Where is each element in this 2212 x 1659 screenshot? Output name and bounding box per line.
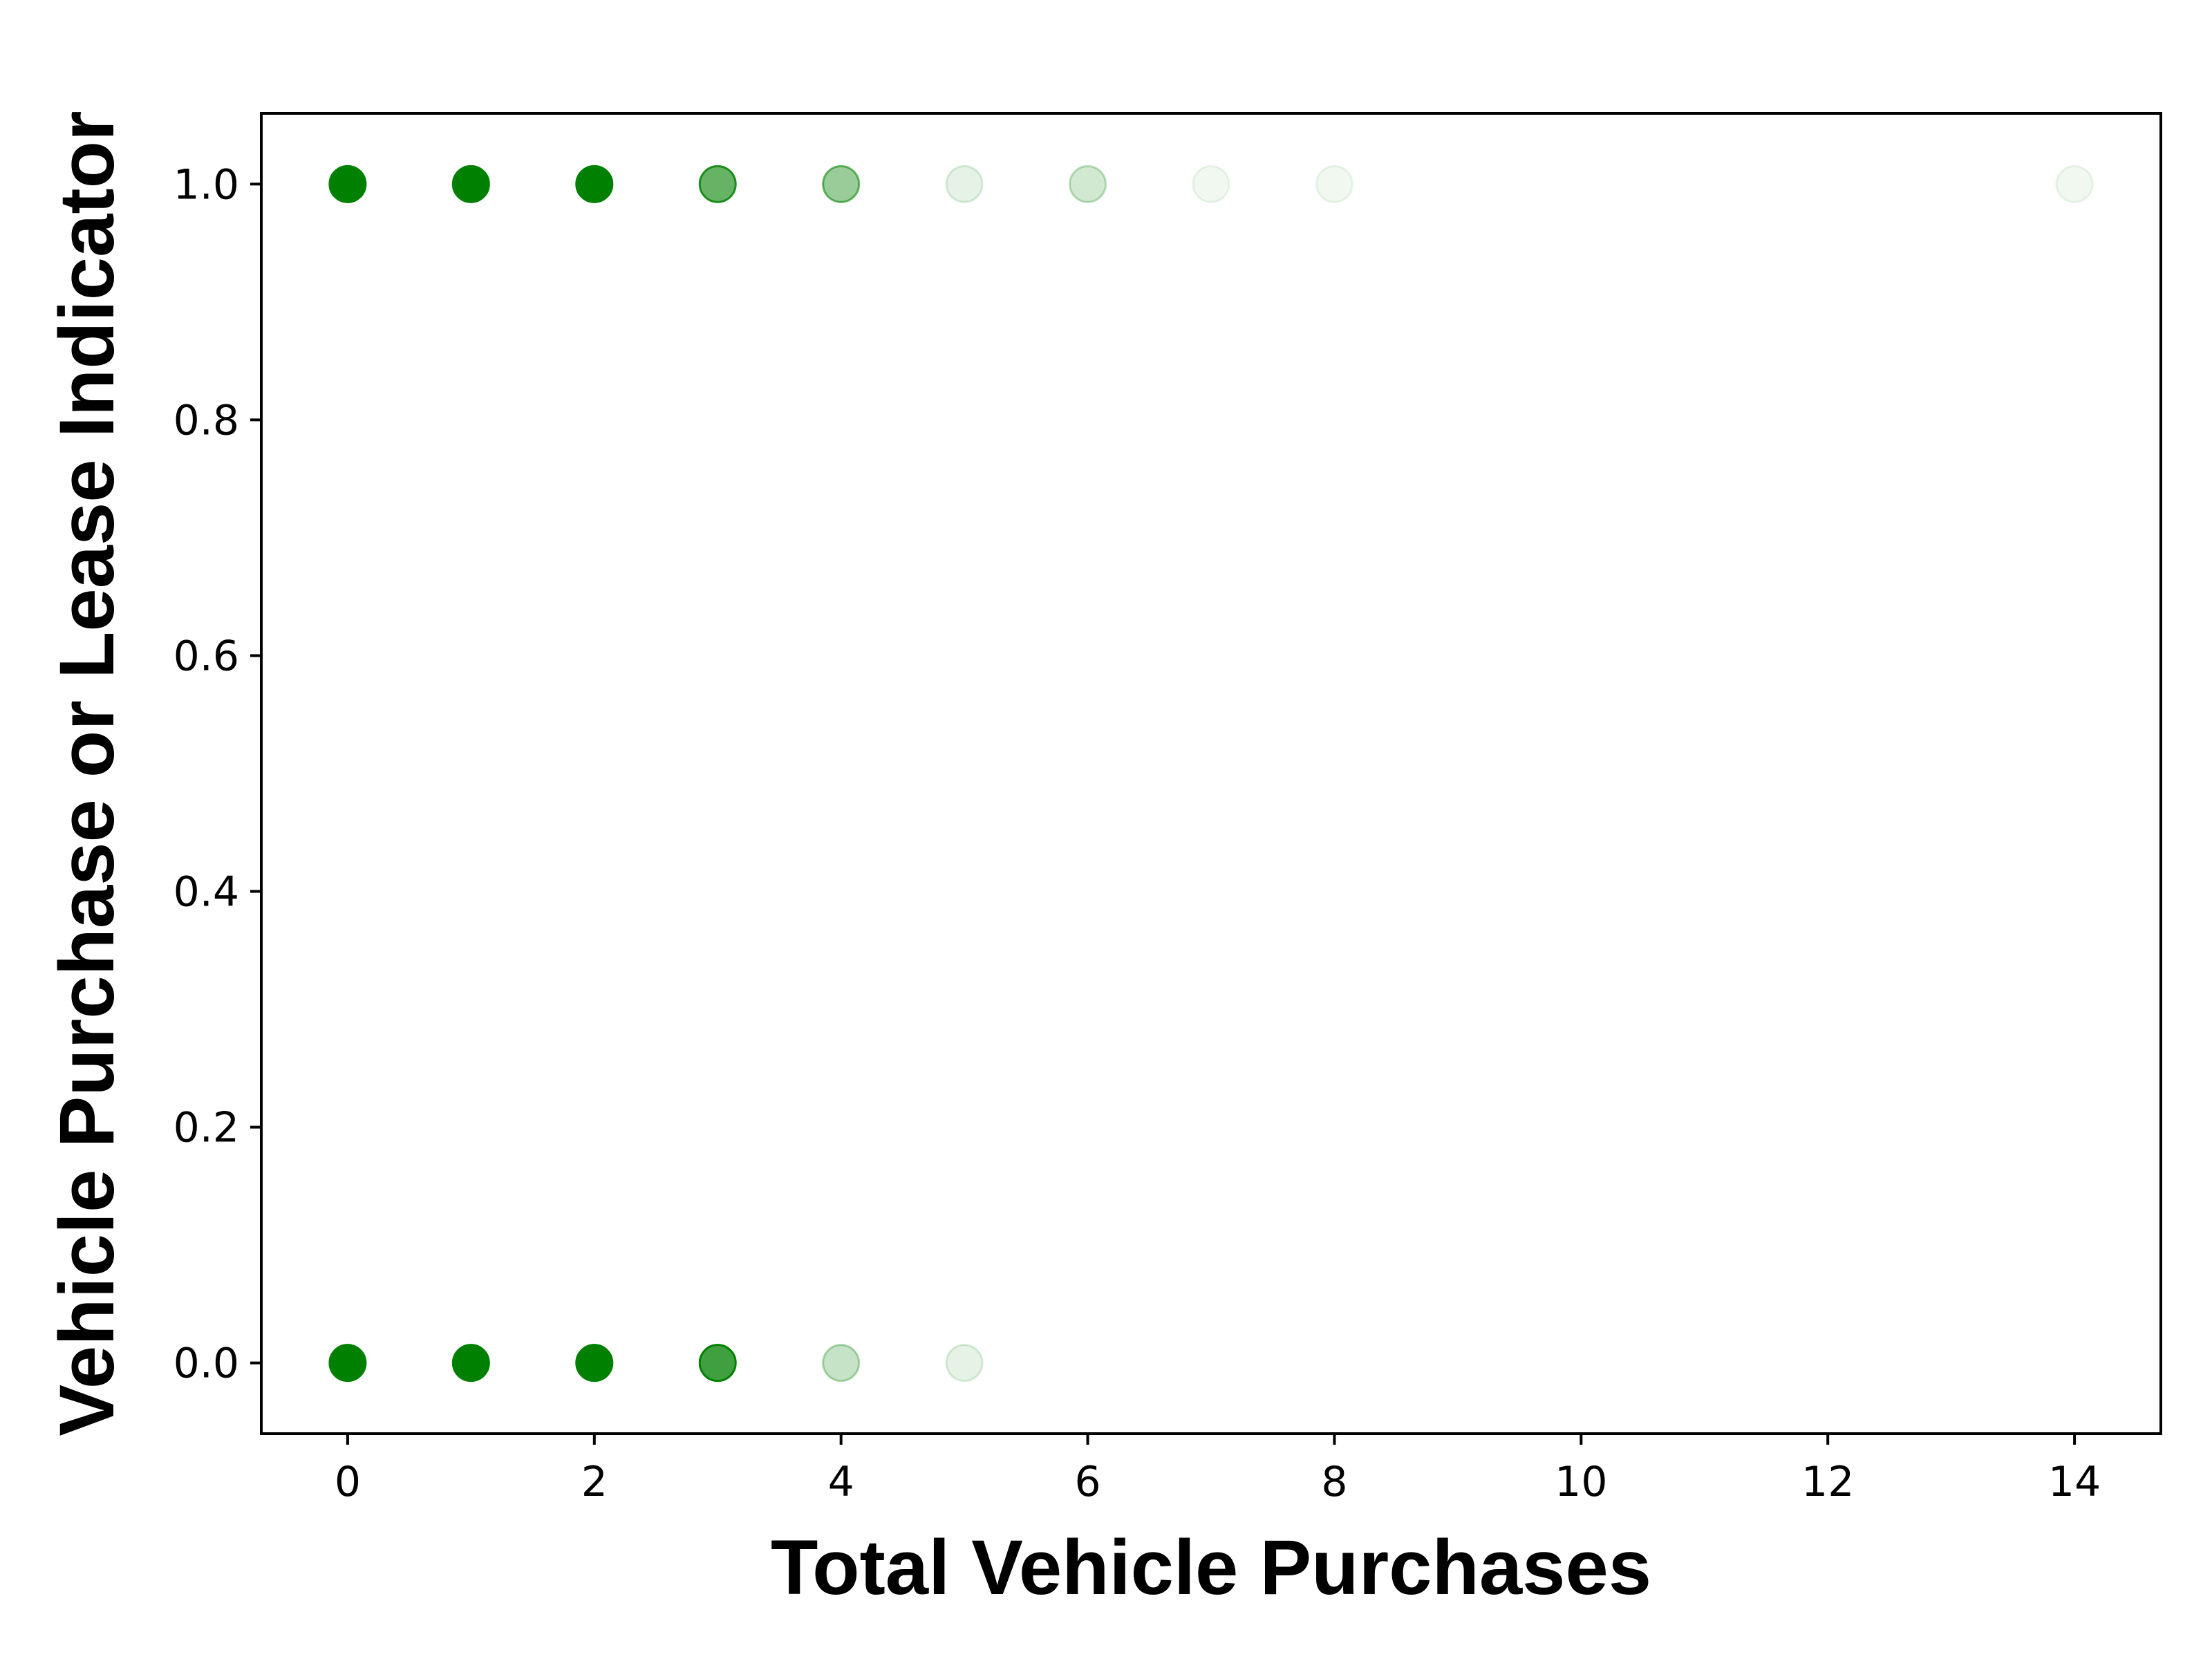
scatter-point-15 [945,1344,984,1382]
scatter-point-6 [1069,165,1107,203]
scatter-point-11 [451,1344,490,1382]
y-axis: 0.0 0.2 0.4 0.6 0.8 1.0 [174,160,261,1388]
y-tick-label: 0.4 [174,868,239,917]
scatter-point-12 [575,1344,614,1382]
y-tick-label: 0.8 [174,396,239,444]
y-tick-label: 1.0 [174,160,239,209]
x-tick-label: 6 [1074,1458,1100,1506]
points-layer [328,165,2094,1382]
scatter-point-5 [945,165,984,203]
scatter-point-13 [698,1344,737,1382]
x-axis-title: Total Vehicle Purchases [771,1524,1651,1611]
x-tick-label: 4 [828,1458,854,1506]
scatter-point-9 [2055,165,2094,203]
x-tick-label: 0 [335,1458,361,1506]
scatter-point-3 [698,165,737,203]
x-tick-label: 12 [1801,1458,1854,1506]
scatter-point-10 [328,1344,367,1382]
x-tick-label: 8 [1321,1458,1347,1506]
y-axis-title: Vehicle Purchase or Lease Indicator [44,111,130,1436]
scatter-point-2 [575,165,614,203]
scatter-point-8 [1315,165,1353,203]
y-tick-label: 0.2 [174,1104,239,1152]
x-tick-label: 14 [2048,1458,2101,1506]
scatter-point-4 [822,165,861,203]
scatter-point-1 [451,165,490,203]
y-tick-label: 0.0 [174,1340,239,1388]
scatter-point-0 [328,165,367,203]
plot-frame [260,112,2162,1435]
scatter-point-14 [822,1344,861,1382]
x-tick-label: 10 [1555,1458,1607,1506]
x-axis: 0 2 4 6 8 10 12 14 [335,1434,2101,1506]
y-tick-label: 0.6 [174,632,239,680]
x-tick-label: 2 [581,1458,608,1506]
scatter-point-7 [1192,165,1230,203]
